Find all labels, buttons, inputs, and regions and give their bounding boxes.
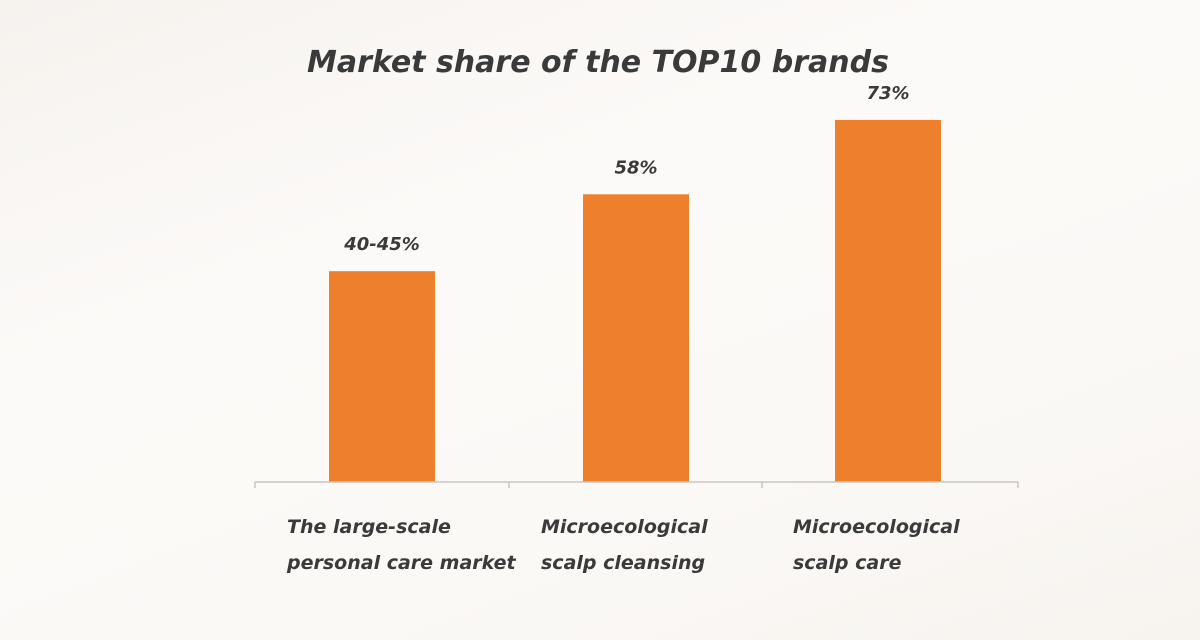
category-label-1-line-2: personal care market bbox=[286, 552, 516, 574]
category-labels-layer: The large-scale personal care market Micro… bbox=[286, 516, 960, 574]
category-label-1-line-1: The large-scale bbox=[287, 516, 451, 538]
value-label-1: 40-45% bbox=[343, 234, 420, 255]
bars-layer bbox=[329, 119, 941, 483]
value-label-2: 58% bbox=[614, 157, 657, 178]
chart-title: Market share of the TOP10 brands bbox=[307, 45, 889, 80]
bar-1 bbox=[329, 271, 435, 482]
value-labels-layer: 40-45% 58% 73% bbox=[343, 83, 909, 255]
bar-3 bbox=[835, 119, 941, 483]
bar-2 bbox=[583, 194, 689, 482]
category-label-2-line-1: Microecological bbox=[541, 516, 708, 538]
category-label-3-line-1: Microecological bbox=[793, 516, 960, 538]
category-label-3-line-2: scalp care bbox=[793, 552, 902, 574]
x-axis bbox=[254, 481, 1019, 488]
category-label-2-line-2: scalp cleansing bbox=[541, 552, 705, 574]
value-label-3: 73% bbox=[866, 83, 909, 104]
